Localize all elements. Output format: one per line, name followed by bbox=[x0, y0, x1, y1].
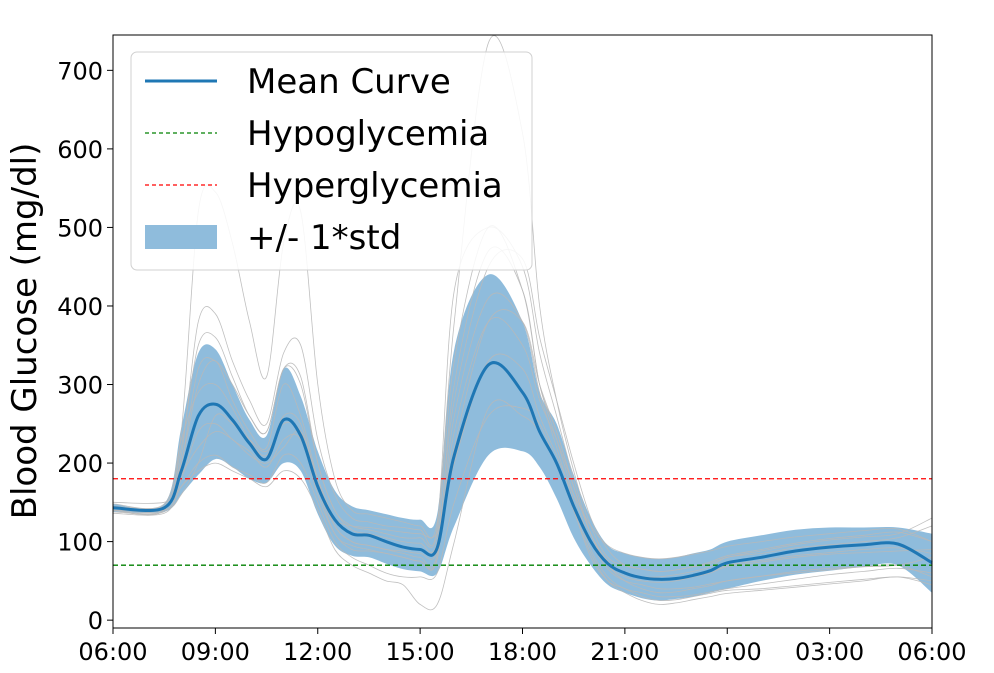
legend-hypo-label: Hypoglycemia bbox=[247, 114, 489, 154]
x-tick-label: 06:00 bbox=[78, 638, 147, 666]
x-tick-label: 15:00 bbox=[386, 638, 455, 666]
y-tick-label: 0 bbox=[88, 607, 103, 635]
legend-band-label: +/- 1*std bbox=[247, 218, 401, 258]
legend: Mean Curve Hypoglycemia Hyperglycemia +/… bbox=[130, 51, 533, 271]
mean-curve-layer bbox=[112, 361, 933, 581]
individual-curve-10 bbox=[112, 249, 933, 572]
std-band bbox=[113, 274, 932, 601]
individual-curve-5 bbox=[112, 405, 933, 605]
y-axis-label: Blood Glucose (mg/dl) bbox=[5, 143, 45, 520]
y-tick-label: 100 bbox=[57, 529, 103, 557]
legend-hyper-label: Hyperglycemia bbox=[247, 166, 503, 206]
x-tick-label: 09:00 bbox=[181, 638, 250, 666]
individual-curve-4 bbox=[112, 292, 933, 598]
legend-band-swatch bbox=[145, 225, 217, 249]
y-tick-label: 700 bbox=[57, 57, 103, 85]
legend-mean-label: Mean Curve bbox=[247, 62, 451, 102]
legend-frame bbox=[130, 51, 533, 271]
std-band-layer bbox=[113, 274, 932, 601]
threshold-lines-layer bbox=[113, 478, 932, 566]
y-tick-label: 500 bbox=[57, 214, 103, 242]
x-tick-label: 18:00 bbox=[488, 638, 557, 666]
individual-curve-8 bbox=[112, 317, 933, 594]
axes-layer: 0 100 200 300 400 500 600 700 06:00 09:00 12:00 15:… bbox=[57, 34, 967, 666]
mean-curve bbox=[112, 361, 933, 581]
x-tick-label: 12:00 bbox=[283, 638, 352, 666]
y-tick-label: 300 bbox=[57, 372, 103, 400]
y-tick-label: 400 bbox=[57, 293, 103, 321]
y-tick-label: 600 bbox=[57, 136, 103, 164]
x-tick-label: 03:00 bbox=[795, 638, 864, 666]
individual-curve-9 bbox=[112, 399, 933, 611]
y-tick-label: 200 bbox=[57, 450, 103, 478]
x-tick-label: 06:00 bbox=[897, 638, 966, 666]
x-tick-label: 21:00 bbox=[590, 638, 659, 666]
x-tick-label: 00:00 bbox=[693, 638, 762, 666]
individual-curve-3 bbox=[112, 246, 933, 590]
